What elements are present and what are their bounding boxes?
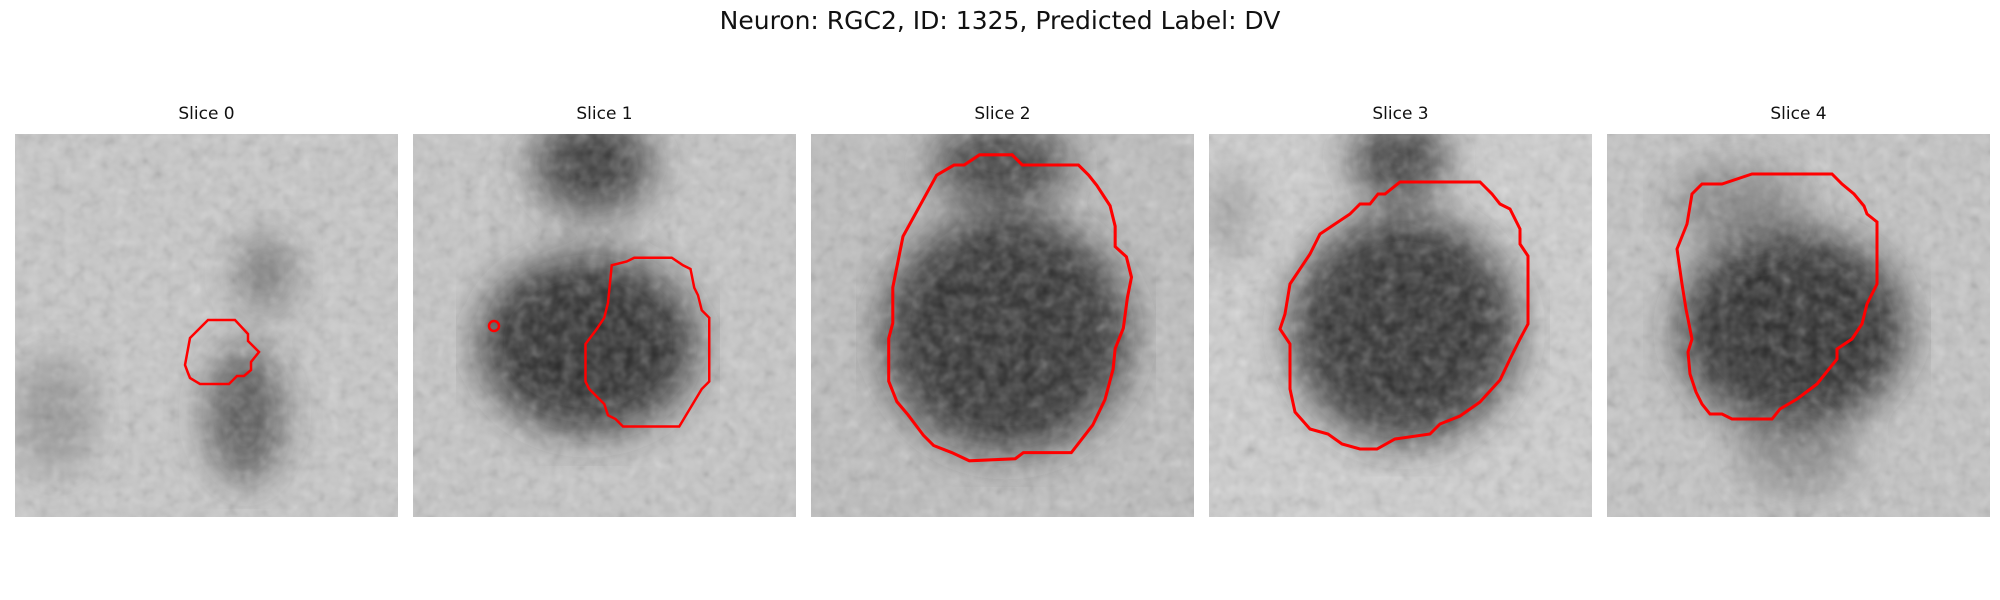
slice-image-3 — [1209, 134, 1592, 517]
slice-image-1 — [413, 134, 796, 517]
roi-marker-1 — [487, 319, 501, 333]
slice-image-0 — [15, 134, 398, 517]
slice-image-4 — [1607, 134, 1990, 517]
roi-outline-1 — [584, 256, 711, 428]
roi-outline-2 — [887, 153, 1134, 463]
slice-title-1: Slice 1 — [576, 104, 633, 124]
slice-title-3: Slice 3 — [1372, 104, 1429, 124]
roi-outline-3 — [1278, 180, 1530, 451]
slice-title-0: Slice 0 — [178, 104, 235, 124]
slice-title-2: Slice 2 — [974, 104, 1031, 124]
roi-outline-0 — [183, 318, 261, 386]
roi-outline-4 — [1675, 172, 1879, 421]
slice-title-4: Slice 4 — [1770, 104, 1827, 124]
slice-image-2 — [811, 134, 1194, 517]
figure-title: Neuron: RGC2, ID: 1325, Predicted Label:… — [719, 6, 1281, 35]
